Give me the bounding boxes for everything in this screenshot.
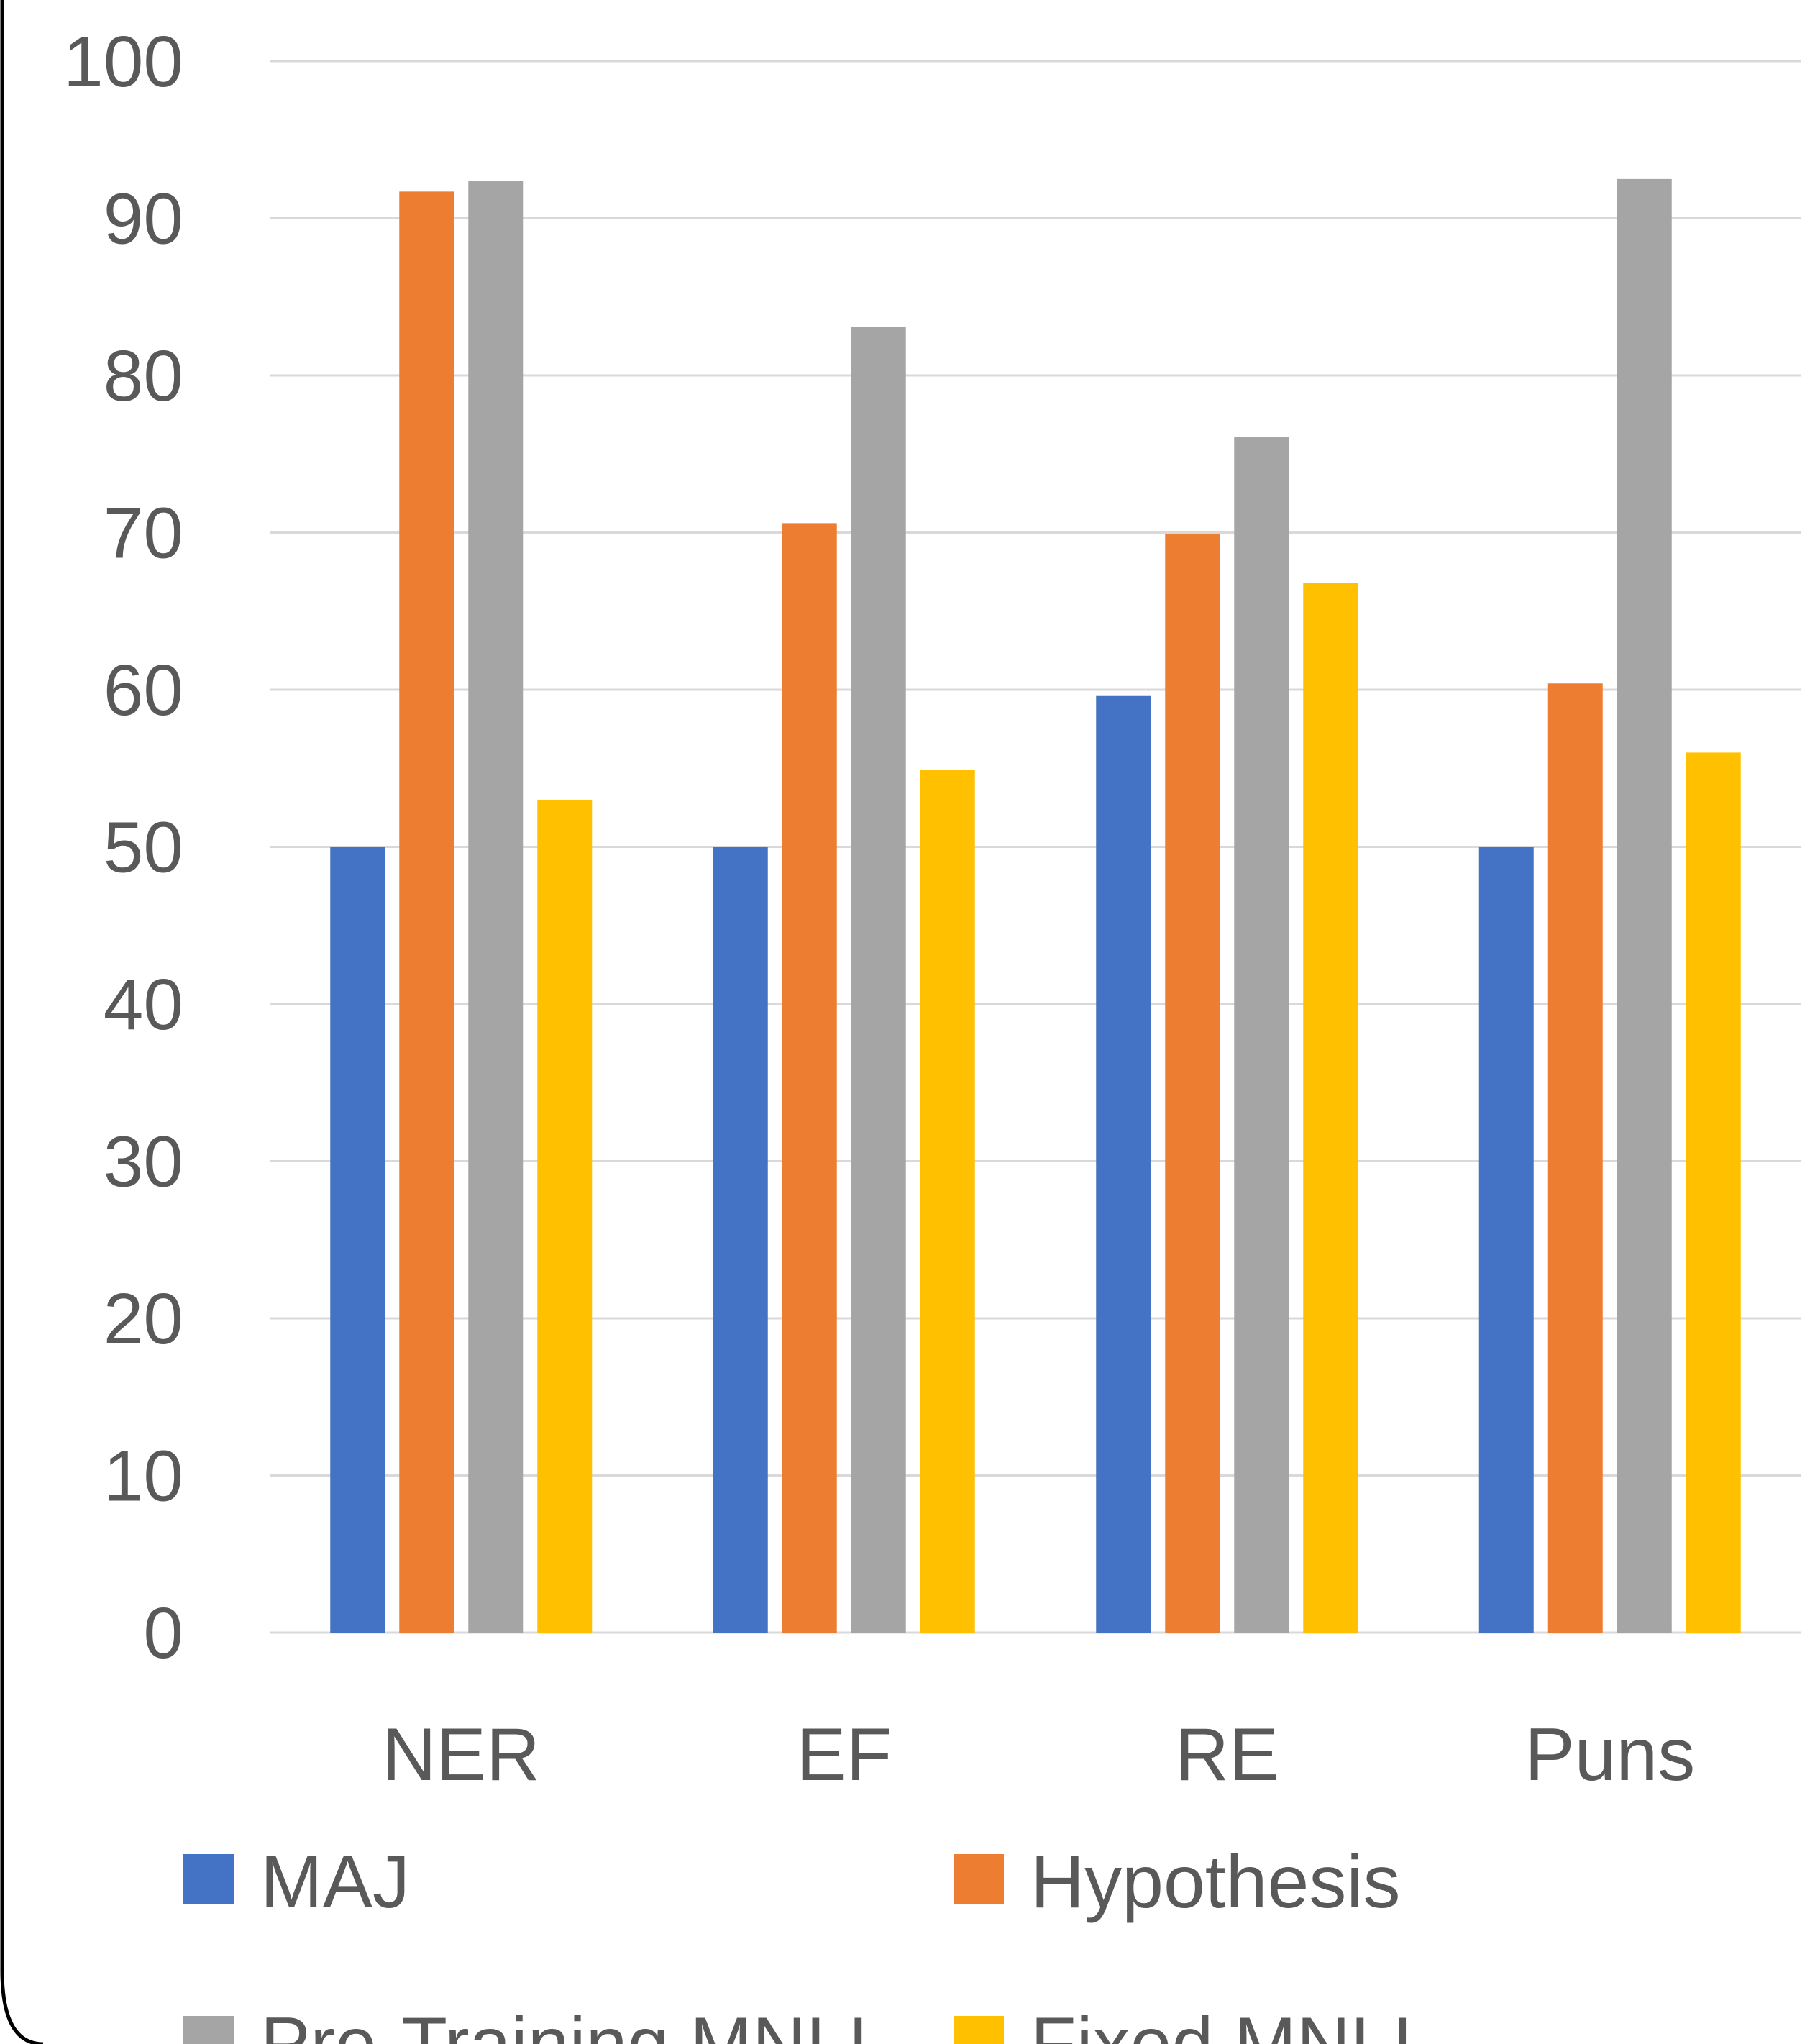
- legend-label: Fixed MNLI: [1030, 2002, 1413, 2044]
- y-tick-label: 60: [104, 650, 183, 731]
- bar-fixed-mnli-re: [1303, 583, 1358, 1633]
- legend-swatch: [954, 2016, 1004, 2044]
- y-tick-label: 50: [104, 808, 183, 888]
- x-category-label: RE: [1175, 1713, 1279, 1797]
- y-tick-label: 100: [63, 22, 183, 102]
- bar-fixed-mnli-ner: [537, 799, 593, 1633]
- bar-pre-training-mnli-puns: [1617, 178, 1672, 1633]
- legend-swatch: [183, 1854, 234, 1904]
- bar-pre-training-mnli-ner: [468, 181, 524, 1633]
- x-category-label: Puns: [1524, 1713, 1695, 1797]
- x-category-label: EF: [796, 1713, 892, 1797]
- legend-swatch: [954, 1854, 1004, 1904]
- x-category-label: NER: [382, 1713, 540, 1797]
- bar-hypothesis-ef: [782, 523, 837, 1633]
- legend-label: MAJ: [260, 1840, 410, 1924]
- y-tick-label: 90: [104, 179, 183, 260]
- bar-pre-training-mnli-ef: [851, 327, 906, 1633]
- y-tick-label: 40: [104, 964, 183, 1045]
- gridlines: [270, 60, 1801, 1634]
- legend-label: Hypothesis: [1030, 1840, 1400, 1924]
- bar-maj-re: [1096, 695, 1151, 1633]
- legend-swatch: [183, 2016, 234, 2044]
- x-axis-categories: NER EF RE Puns: [382, 1713, 1695, 1797]
- y-tick-label: 20: [104, 1279, 183, 1359]
- y-tick-label: 30: [104, 1122, 183, 1203]
- bar-fixed-mnli-ef: [920, 770, 975, 1633]
- y-tick-label: 80: [104, 336, 183, 416]
- legend-label: Pre-Training MNLI: [260, 2002, 869, 2044]
- bar-maj-puns: [1478, 847, 1534, 1633]
- chart-border: [0, 0, 44, 2044]
- bars: [330, 178, 1741, 1633]
- legend: MAJ Hypothesis Pre-Training MNLI Fixed MNLI: [183, 1840, 1413, 2044]
- bar-hypothesis-ner: [399, 191, 454, 1633]
- bar-maj-ef: [713, 847, 768, 1633]
- bar-hypothesis-re: [1165, 534, 1220, 1633]
- bar-maj-ner: [330, 847, 385, 1633]
- y-tick-label: 70: [104, 493, 183, 574]
- bar-fixed-mnli-puns: [1686, 752, 1741, 1633]
- bar-pre-training-mnli-re: [1234, 437, 1289, 1633]
- bar-hypothesis-puns: [1547, 683, 1603, 1633]
- y-tick-label: 10: [104, 1436, 183, 1517]
- y-axis-ticks: 0 10 20 30 40 50 60 70 80 90 100: [63, 22, 183, 1674]
- y-tick-label: 0: [143, 1593, 183, 1674]
